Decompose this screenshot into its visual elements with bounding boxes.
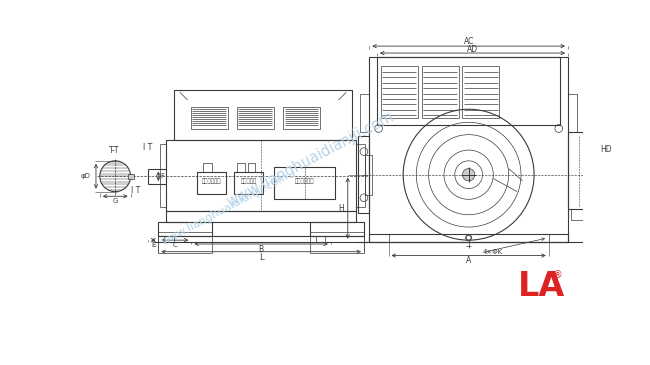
Text: φD: φD — [81, 173, 91, 179]
Bar — [203, 163, 213, 172]
Text: A: A — [466, 255, 471, 265]
Text: AD: AD — [467, 45, 478, 54]
Bar — [128, 174, 134, 178]
Bar — [422, 66, 459, 119]
Bar — [571, 210, 585, 220]
Bar — [377, 57, 560, 125]
Text: LA: LA — [517, 270, 565, 303]
Text: E: E — [151, 242, 155, 248]
Bar — [174, 90, 352, 140]
Bar — [248, 163, 255, 172]
Text: 主地源接线盒: 主地源接线盒 — [295, 179, 315, 184]
Bar — [358, 136, 369, 213]
Bar — [381, 66, 418, 119]
Text: ®: ® — [553, 270, 563, 280]
Text: I T: I T — [131, 185, 140, 195]
Bar — [274, 167, 335, 199]
Text: I T: I T — [143, 143, 152, 152]
Text: B: B — [259, 245, 264, 254]
Text: L: L — [259, 253, 263, 262]
Text: G: G — [112, 198, 118, 204]
Text: HD: HD — [600, 145, 612, 154]
Bar — [159, 222, 213, 236]
Text: 測温传感盒: 測温传感盒 — [240, 179, 257, 184]
Bar — [190, 107, 228, 128]
Bar — [237, 163, 244, 172]
Text: www.lianghuaidianjii.com: www.lianghuaidianjii.com — [160, 172, 291, 247]
Bar — [160, 144, 166, 207]
Text: 4×ΦK: 4×ΦK — [482, 249, 502, 255]
Bar — [356, 144, 365, 207]
Bar — [234, 172, 263, 194]
Circle shape — [463, 169, 474, 181]
Text: 加热器接线盒: 加热器接线盒 — [202, 179, 221, 184]
Bar — [568, 94, 577, 132]
Bar — [369, 234, 568, 242]
Bar — [369, 57, 568, 242]
Text: www.lianghuaidianjii.com: www.lianghuaidianjii.com — [224, 109, 396, 210]
Bar — [237, 107, 274, 128]
Bar — [166, 140, 356, 211]
Bar — [365, 155, 372, 196]
Bar — [310, 233, 364, 253]
Bar — [310, 222, 364, 236]
Text: AC: AC — [463, 37, 474, 46]
Bar — [197, 172, 226, 194]
Text: F: F — [160, 173, 164, 179]
Text: T-T: T-T — [109, 146, 120, 154]
Text: H: H — [339, 204, 345, 213]
Bar — [568, 132, 590, 210]
Bar — [283, 107, 320, 128]
Text: C: C — [172, 242, 177, 248]
Bar — [166, 211, 356, 222]
Bar — [463, 66, 499, 119]
Bar — [159, 233, 213, 253]
Bar — [360, 94, 369, 132]
